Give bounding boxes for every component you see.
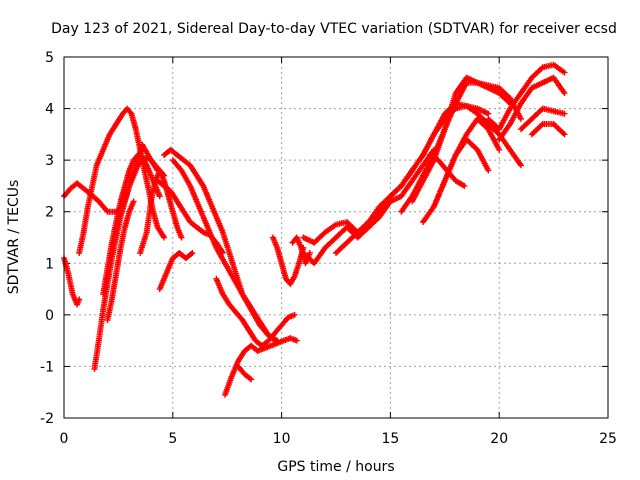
series-arc-20 <box>365 100 524 231</box>
x-tick-label: 0 <box>60 431 69 447</box>
y-tick-label: -1 <box>40 359 54 375</box>
data-point-markers <box>213 275 298 349</box>
y-tick-label: 1 <box>45 256 54 272</box>
series-arc-17 <box>300 146 437 267</box>
data-point-markers <box>169 157 281 344</box>
x-tick-label: 5 <box>168 431 177 447</box>
y-tick-label: 2 <box>45 205 54 221</box>
data-point-markers <box>409 74 514 205</box>
series-arc-12 <box>213 275 298 349</box>
data-point-markers <box>496 74 568 143</box>
data-point-markers <box>518 105 568 133</box>
x-axis-label: GPS time / hours <box>277 459 394 475</box>
series-arc-7 <box>137 167 185 256</box>
series-arc-5 <box>100 152 163 298</box>
y-tick-label: 4 <box>45 102 54 118</box>
data-point-markers <box>528 121 568 138</box>
data-point-markers <box>365 100 524 231</box>
axis-ticks: 0 5 10 15 20 25 -2 -1 0 1 2 3 4 5 <box>40 50 617 447</box>
x-tick-label: 10 <box>273 431 291 447</box>
y-tick-label: -2 <box>40 411 54 427</box>
series-arc-27 <box>496 74 568 143</box>
series-arc-11 <box>169 157 281 344</box>
data-points <box>61 61 568 398</box>
series-arc-6 <box>104 198 137 323</box>
x-tick-label: 20 <box>490 431 508 447</box>
data-point-markers <box>222 335 300 398</box>
data-point-markers <box>104 198 137 323</box>
data-point-markers <box>137 167 185 256</box>
chart-title: Day 123 of 2021, Sidereal Day-to-day VTE… <box>51 21 617 37</box>
series-arc-14 <box>235 363 255 383</box>
y-tick-label: 3 <box>45 153 54 169</box>
y-axis-label: SDTVAR / TECUs <box>6 180 22 295</box>
x-tick-label: 15 <box>381 431 399 447</box>
series-arc-25 <box>426 152 468 189</box>
series-arc-28 <box>518 105 568 133</box>
plot-frame <box>63 56 609 419</box>
series-arc-8 <box>156 249 196 293</box>
y-tick-label: 0 <box>45 308 54 324</box>
data-point-markers <box>100 152 163 298</box>
data-point-markers <box>485 61 568 133</box>
data-point-markers <box>426 152 468 189</box>
x-tick-label: 25 <box>599 431 617 447</box>
data-point-markers <box>235 363 255 383</box>
data-point-markers <box>156 249 196 293</box>
series-arc-26 <box>485 61 568 133</box>
series-arc-29 <box>528 121 568 138</box>
series-arc-22 <box>409 74 514 205</box>
series-arc-13 <box>222 335 300 398</box>
data-point-markers <box>300 146 437 267</box>
y-tick-label: 5 <box>45 50 54 66</box>
